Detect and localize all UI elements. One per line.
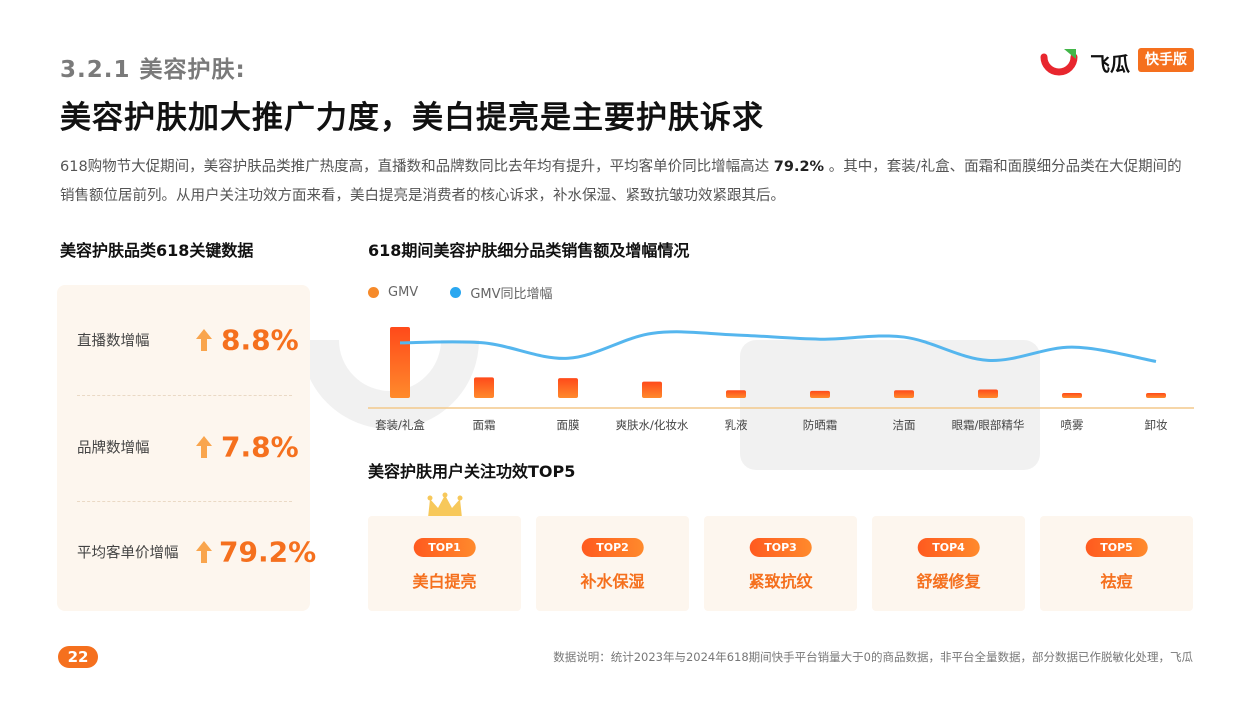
- x-tick-label: 喷雾: [1061, 418, 1084, 432]
- gmv-bar: [642, 381, 662, 398]
- feigua-logo-icon: [1040, 49, 1078, 76]
- gmv-bar: [978, 389, 998, 398]
- stat-avg-price: 平均客单价增幅 79.2%: [77, 522, 316, 582]
- x-tick-label: 洁面: [893, 418, 916, 432]
- stat-brand-count: 品牌数增幅 7.8%: [77, 417, 299, 477]
- divider: [77, 395, 292, 396]
- rank-badge: TOP1: [413, 538, 476, 557]
- gmv-bar: [558, 378, 578, 398]
- data-note: 数据说明：统计2023年与2024年618期间快手平台销量大于0的商品数据，非平…: [553, 650, 1193, 664]
- crown-icon: [427, 492, 463, 518]
- x-tick-label: 眼霜/眼部精华: [952, 418, 1025, 432]
- gmv-bar: [1146, 393, 1166, 398]
- report-name: 2024年快手618购物节电商数据报告: [90, 646, 320, 668]
- intro-paragraph: 618购物节大促期间，美容护肤品类推广热度高，直播数和品牌数同比去年均有提升，平…: [60, 153, 1195, 211]
- legend-gmv: GMV: [368, 285, 418, 300]
- key-data-title: 美容护肤品类618关键数据: [60, 241, 254, 260]
- gmv-bar: [474, 377, 494, 398]
- key-data-panel: 直播数增幅 8.8% 品牌数增幅 7.8% 平均客单价增幅 79.2%: [57, 285, 316, 611]
- chart-title: 618期间美容护肤细分品类销售额及增幅情况: [368, 241, 690, 260]
- gmv-bar: [894, 390, 914, 398]
- brand-logo: 飞瓜 快手版: [1040, 45, 1195, 77]
- effect-name: 祛痘: [1100, 572, 1133, 591]
- up-arrow-icon: [196, 329, 212, 351]
- page-number: 22: [58, 646, 98, 668]
- stat-live-count: 直播数增幅 8.8%: [77, 310, 299, 370]
- intro-text-1: 618购物节大促期间，美容护肤品类推广热度高，直播数和品牌数同比去年均有提升，平…: [60, 159, 770, 175]
- up-arrow-icon: [196, 436, 212, 458]
- top5-card: TOP1 美白提亮: [368, 516, 521, 611]
- chart-legend: GMV GMV同比增幅: [368, 283, 581, 303]
- rank-badge: TOP2: [581, 538, 644, 557]
- effect-name: 补水保湿: [580, 572, 645, 591]
- logo-badge: 快手版: [1138, 48, 1194, 72]
- x-tick-label: 面霜: [473, 418, 496, 432]
- stat-label: 品牌数增幅: [77, 440, 150, 457]
- legend-growth: GMV同比增幅: [450, 283, 553, 302]
- effect-name: 舒缓修复: [916, 572, 981, 591]
- up-arrow-icon: [196, 541, 212, 563]
- stat-value: 7.8%: [221, 430, 299, 464]
- stat-value: 79.2%: [219, 535, 317, 569]
- x-tick-label: 卸妆: [1145, 418, 1168, 432]
- gmv-bar: [1062, 393, 1082, 398]
- top5-card: TOP3 紧致抗纹: [704, 516, 857, 611]
- rank-badge: TOP4: [917, 538, 980, 557]
- page-title: 美容护肤加大推广力度，美白提亮是主要护肤诉求: [60, 100, 764, 136]
- stat-label: 直播数增幅: [77, 333, 150, 350]
- top5-title: 美容护肤用户关注功效TOP5: [368, 462, 576, 481]
- stat-value: 8.8%: [221, 323, 299, 357]
- top5-card: TOP5 祛痘: [1040, 516, 1193, 611]
- x-tick-label: 面膜: [557, 418, 580, 432]
- x-tick-label: 爽肤水/化妆水: [616, 418, 689, 432]
- x-tick-label: 套装/礼盒: [375, 418, 425, 432]
- stat-label: 平均客单价增幅: [77, 545, 179, 562]
- x-tick-label: 防晒霜: [803, 418, 838, 432]
- intro-highlight: 79.2%: [773, 159, 825, 175]
- logo-text: 飞瓜: [1090, 52, 1130, 76]
- section-label: 3.2.1 美容护肤:: [60, 57, 246, 83]
- rank-badge: TOP5: [1085, 538, 1148, 557]
- top5-card: TOP2 补水保湿: [536, 516, 689, 611]
- effect-name: 紧致抗纹: [748, 572, 813, 591]
- gmv-bar: [726, 390, 746, 398]
- x-tick-label: 乳液: [725, 418, 748, 432]
- effect-name: 美白提亮: [412, 572, 477, 591]
- legend-dot-blue: [450, 287, 462, 298]
- gmv-chart: 套装/礼盒 面霜 面膜 爽肤水/化妆水 乳液 防晒霜 洁面 眼霜/眼部精华 喷雾 卸妆: [368, 327, 1194, 432]
- watermark-logo: [301, 339, 1040, 470]
- top5-card: TOP4 舒缓修复: [872, 516, 1025, 611]
- rank-badge: TOP3: [749, 538, 812, 557]
- legend-label: GMV同比增幅: [470, 287, 553, 302]
- growth-line: [399, 330, 1157, 363]
- divider: [77, 501, 292, 502]
- gmv-bar: [390, 327, 410, 398]
- legend-dot-orange: [368, 287, 379, 298]
- bar-series: [390, 327, 1166, 398]
- legend-label: GMV: [388, 285, 419, 300]
- x-axis-labels: 套装/礼盒 面霜 面膜 爽肤水/化妆水 乳液 防晒霜 洁面 眼霜/眼部精华 喷雾 卸妆: [375, 418, 1168, 432]
- intro-text-2: 。其中，套装/礼盒、面霜和面膜细分品类在大促期间的销售额位居前列。从用户关注功效…: [60, 159, 1182, 204]
- gmv-bar: [810, 390, 830, 398]
